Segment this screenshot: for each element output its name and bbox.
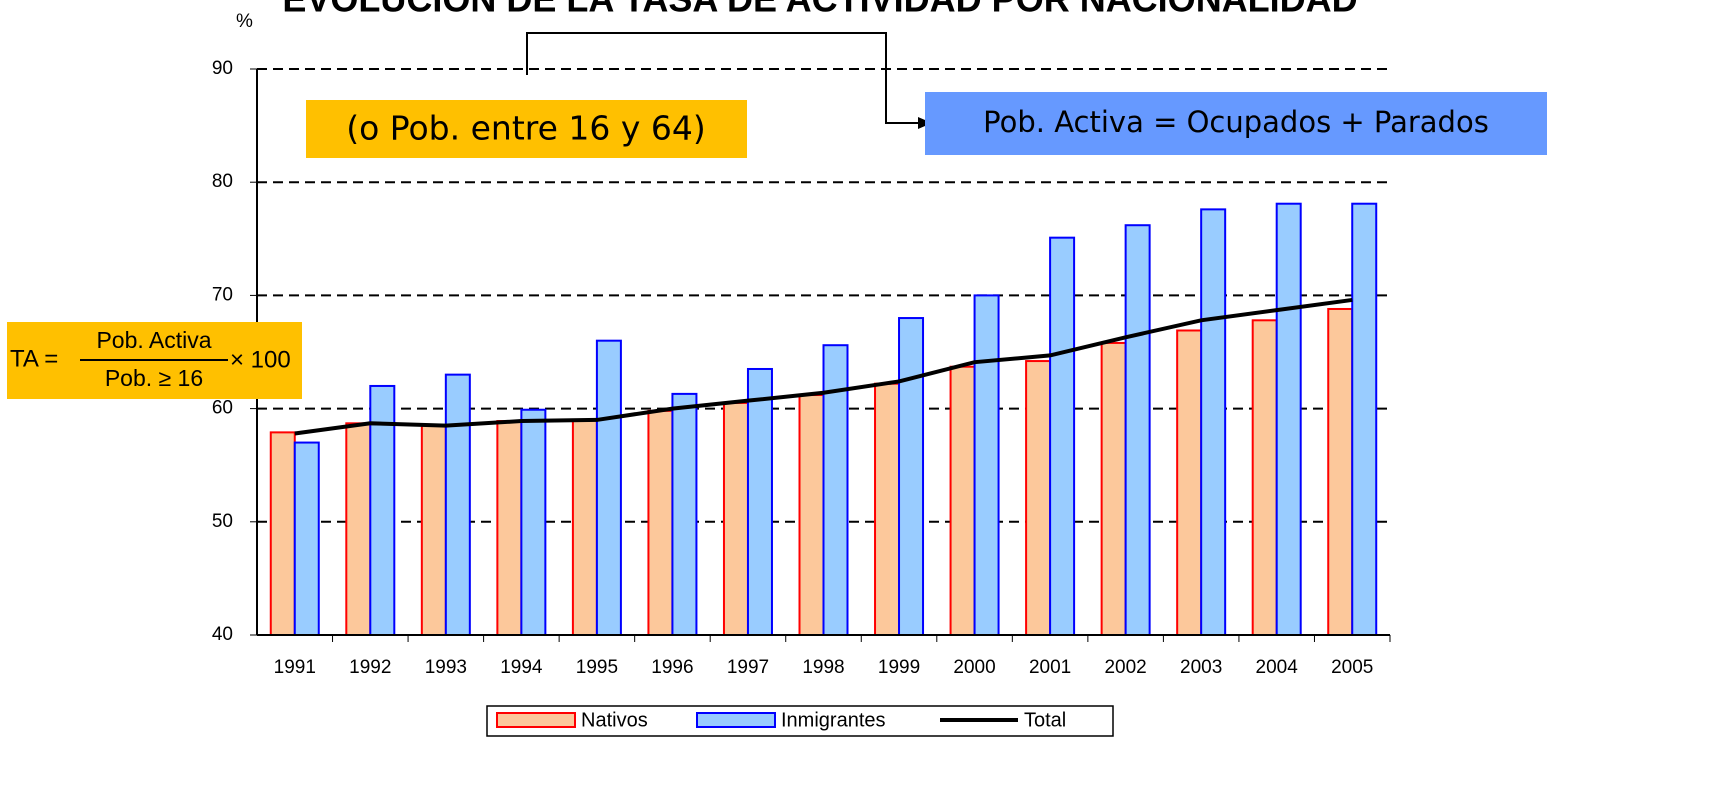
bar	[597, 341, 621, 635]
x-tick-label: 2001	[1029, 657, 1071, 678]
bar	[899, 318, 923, 635]
bar	[724, 403, 748, 635]
bar	[1102, 343, 1126, 635]
formula-denominator: Pob. ≥ 16	[105, 365, 203, 391]
bar	[800, 395, 824, 635]
x-tick-label: 1992	[349, 657, 391, 678]
formula-numerator: Pob. Activa	[96, 327, 211, 353]
formula-lhs: TA =	[10, 345, 58, 372]
bar	[521, 410, 545, 635]
bar	[1352, 204, 1376, 635]
y-tick-label: 40	[212, 624, 233, 645]
chart-title: EVOLUCIÓN DE LA TASA DE ACTIVIDAD POR NA…	[282, 0, 1357, 20]
x-tick-label: 1996	[651, 657, 693, 678]
bar	[1126, 225, 1150, 635]
bar	[573, 420, 597, 635]
y-tick-label: 70	[212, 284, 233, 305]
bar	[295, 443, 319, 635]
x-tick-label: 1998	[802, 657, 844, 678]
bar	[951, 367, 975, 635]
bar	[1050, 238, 1074, 635]
x-tick-label: 2000	[953, 657, 995, 678]
legend-label: Total	[1024, 709, 1066, 731]
bar	[1026, 361, 1050, 635]
formula-multiplier: × 100	[230, 346, 291, 373]
bar	[1201, 209, 1225, 635]
bar	[497, 421, 521, 635]
bar	[1277, 204, 1301, 635]
y-tick-label: 50	[212, 511, 233, 532]
bar	[748, 369, 772, 635]
x-tick-label: 2004	[1256, 657, 1299, 678]
bar	[446, 375, 470, 635]
active-definition: Pob. Activa = Ocupados + Parados	[983, 105, 1489, 139]
y-tick-label: 60	[212, 398, 233, 419]
bar	[1328, 309, 1352, 635]
bar	[1177, 330, 1201, 635]
x-tick-label: 1994	[500, 657, 543, 678]
bar	[271, 432, 295, 635]
legend-label: Nativos	[581, 709, 648, 731]
x-tick-label: 1997	[727, 657, 769, 678]
bar	[975, 295, 999, 635]
bar	[1253, 320, 1277, 635]
legend-label: Inmigrantes	[781, 709, 886, 731]
bar	[672, 394, 696, 635]
y-axis-label: %	[236, 11, 253, 32]
y-tick-label: 90	[212, 58, 233, 79]
legend-swatch	[697, 713, 775, 727]
y-tick-label: 80	[212, 171, 233, 192]
x-tick-label: 2003	[1180, 657, 1222, 678]
x-tick-label: 2002	[1104, 657, 1146, 678]
bar	[648, 411, 672, 635]
x-tick-label: 1991	[274, 657, 316, 678]
bar	[422, 426, 446, 635]
x-tick-label: 1999	[878, 657, 920, 678]
x-tick-label: 1993	[425, 657, 467, 678]
legend-swatch	[497, 713, 575, 727]
chart: EVOLUCIÓN DE LA TASA DE ACTIVIDAD POR NA…	[0, 0, 1717, 809]
age-note: (o Pob. entre 16 y 64)	[346, 109, 706, 148]
bar	[875, 384, 899, 635]
x-tick-label: 2005	[1331, 657, 1373, 678]
bar	[346, 423, 370, 635]
x-tick-label: 1995	[576, 657, 618, 678]
